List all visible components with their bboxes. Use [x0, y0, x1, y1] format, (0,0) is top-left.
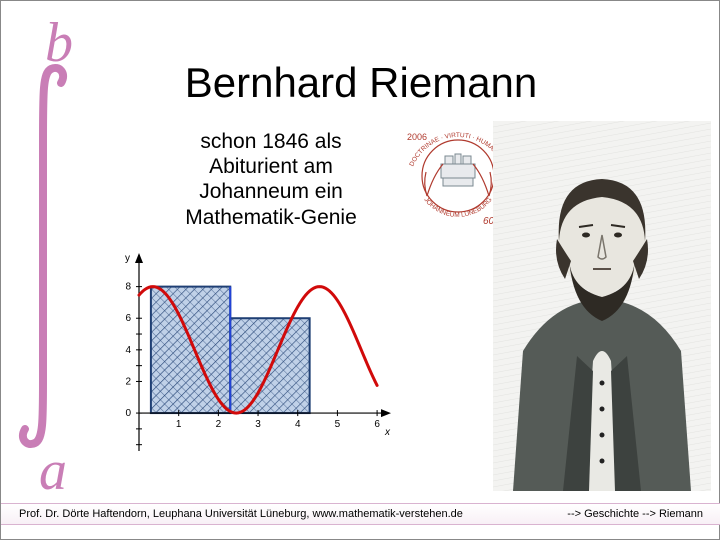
svg-text:6: 6 — [125, 313, 131, 324]
svg-text:0: 0 — [125, 408, 131, 419]
svg-text:2006: 2006 — [407, 132, 427, 142]
svg-text:4: 4 — [295, 419, 301, 430]
svg-text:1: 1 — [176, 419, 182, 430]
subtitle: schon 1846 alsAbiturient amJohanneum ein… — [156, 129, 386, 230]
footer: Prof. Dr. Dörte Haftendorn, Leuphana Uni… — [1, 503, 720, 525]
svg-text:5: 5 — [335, 419, 341, 430]
svg-text:a: a — [39, 440, 67, 491]
riemann-portrait — [493, 121, 711, 491]
svg-text:2: 2 — [125, 376, 131, 387]
footer-right: --> Geschichte --> Riemann — [567, 508, 703, 520]
svg-text:2: 2 — [216, 419, 222, 430]
svg-text:4: 4 — [125, 345, 131, 356]
svg-text:6: 6 — [374, 419, 380, 430]
page-title: Bernhard Riemann — [1, 59, 720, 107]
svg-text:y: y — [125, 253, 130, 264]
svg-text:x: x — [384, 427, 391, 438]
slide: b a Bernhard Riemann schon 1846 alsAbitu… — [0, 0, 720, 540]
svg-text:3: 3 — [255, 419, 261, 430]
svg-text:8: 8 — [125, 282, 131, 293]
riemann-chart: 1 2 3 4 5 6 0 2 4 6 8 y x — [109, 247, 399, 480]
footer-left: Prof. Dr. Dörte Haftendorn, Leuphana Uni… — [19, 508, 463, 520]
